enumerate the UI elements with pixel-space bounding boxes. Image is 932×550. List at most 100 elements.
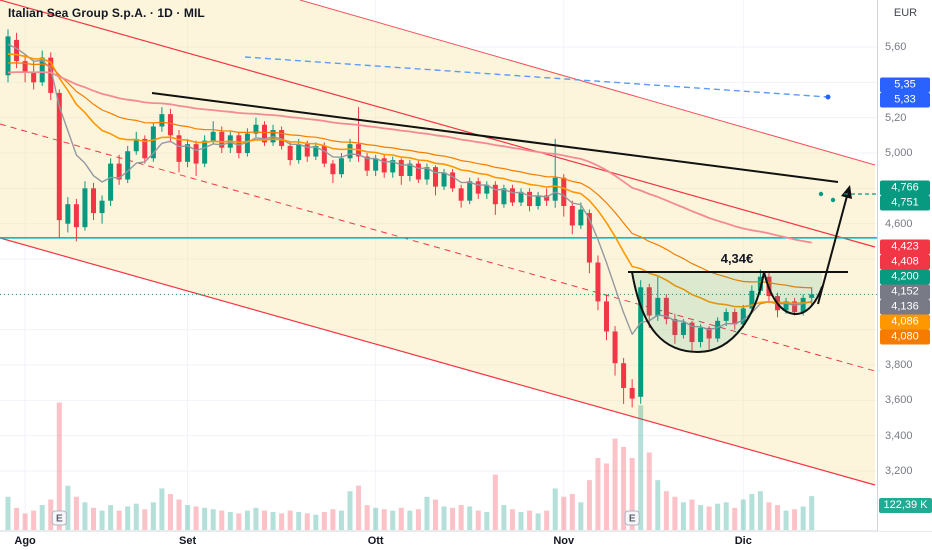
candle-body[interactable] bbox=[621, 363, 627, 388]
candle-body[interactable] bbox=[415, 163, 421, 180]
candle-body[interactable] bbox=[672, 319, 678, 335]
candle-body[interactable] bbox=[501, 188, 507, 205]
candle-body[interactable] bbox=[586, 213, 592, 263]
candle-body[interactable] bbox=[133, 138, 139, 152]
candle-body[interactable] bbox=[116, 163, 122, 180]
candle-body[interactable] bbox=[373, 158, 379, 171]
candle-body[interactable] bbox=[287, 145, 293, 161]
candle-body[interactable] bbox=[800, 297, 806, 312]
channel-lower[interactable] bbox=[0, 237, 876, 486]
candle-body[interactable] bbox=[330, 163, 336, 175]
candle-body[interactable] bbox=[552, 177, 558, 201]
candle-body[interactable] bbox=[236, 135, 242, 153]
candle-body[interactable] bbox=[31, 71, 37, 83]
candle-body[interactable] bbox=[578, 209, 584, 226]
candle-body[interactable] bbox=[176, 135, 182, 162]
candle-body[interactable] bbox=[492, 184, 498, 205]
price-axis[interactable]: EUR 5,60 5,20 5,000 4,600 3,800 3,600 3,400 3,2… bbox=[877, 0, 932, 531]
breakout-arrow-shaft[interactable] bbox=[817, 195, 848, 305]
candle-body[interactable] bbox=[706, 327, 712, 339]
candle-body[interactable] bbox=[689, 322, 695, 343]
candle-body[interactable] bbox=[740, 308, 746, 325]
candle-body[interactable] bbox=[792, 301, 798, 312]
candle-body[interactable] bbox=[475, 181, 481, 194]
candle-body[interactable] bbox=[390, 160, 396, 173]
candle-body[interactable] bbox=[244, 133, 250, 153]
candle-body[interactable] bbox=[809, 294, 815, 298]
candle-body[interactable] bbox=[279, 130, 285, 146]
black-trendline[interactable] bbox=[151, 92, 839, 183]
candle-body[interactable] bbox=[253, 124, 259, 134]
candle-body[interactable] bbox=[646, 287, 652, 316]
candle-body[interactable] bbox=[458, 188, 464, 201]
candle-body[interactable] bbox=[407, 163, 413, 176]
candle-body[interactable] bbox=[715, 320, 721, 339]
candle-body[interactable] bbox=[655, 297, 661, 316]
candle-body[interactable] bbox=[595, 262, 601, 302]
candle-body[interactable] bbox=[698, 327, 704, 343]
candle-body[interactable] bbox=[518, 191, 524, 203]
candle-body[interactable] bbox=[757, 276, 763, 291]
blue-trend-dashed[interactable] bbox=[244, 56, 829, 98]
candle-body[interactable] bbox=[185, 144, 191, 162]
candle-body[interactable] bbox=[544, 195, 550, 201]
candle-body[interactable] bbox=[732, 311, 738, 325]
candle-body[interactable] bbox=[484, 184, 490, 194]
candle-body[interactable] bbox=[193, 144, 199, 164]
candle-body[interactable] bbox=[108, 163, 114, 201]
candle-body[interactable] bbox=[612, 331, 618, 364]
candle-body[interactable] bbox=[680, 322, 686, 335]
candle-body[interactable] bbox=[142, 138, 148, 159]
candle-body[interactable] bbox=[304, 144, 310, 157]
candle-body[interactable] bbox=[82, 188, 88, 228]
candle-body[interactable] bbox=[450, 172, 456, 189]
candle-body[interactable] bbox=[338, 158, 344, 175]
candle-body[interactable] bbox=[467, 181, 473, 201]
candle-body[interactable] bbox=[167, 114, 173, 136]
candle-body[interactable] bbox=[723, 311, 729, 321]
candle-body[interactable] bbox=[321, 145, 327, 164]
candle-body[interactable] bbox=[150, 126, 156, 159]
candle-body[interactable] bbox=[159, 114, 165, 127]
candle-body[interactable] bbox=[313, 145, 319, 157]
candle-body[interactable] bbox=[604, 301, 609, 332]
candle-body[interactable] bbox=[219, 131, 225, 148]
candle-body[interactable] bbox=[561, 177, 567, 206]
channel-upper-inner[interactable] bbox=[0, 0, 876, 248]
time-axis[interactable] bbox=[0, 531, 932, 550]
candle-body[interactable] bbox=[262, 124, 267, 143]
candle-body[interactable] bbox=[5, 36, 11, 76]
candle-body[interactable] bbox=[381, 158, 387, 173]
candle-body[interactable] bbox=[14, 39, 20, 62]
candle-body[interactable] bbox=[91, 188, 96, 214]
candle-body[interactable] bbox=[433, 167, 438, 187]
candle-body[interactable] bbox=[749, 290, 755, 309]
symbol-legend[interactable]: Italian Sea Group S.p.A. · 1D · MIL bbox=[8, 6, 205, 20]
candle-body[interactable] bbox=[22, 61, 28, 72]
channel-mid-dashed[interactable] bbox=[0, 123, 876, 372]
candle-body[interactable] bbox=[48, 57, 54, 93]
candle-body[interactable] bbox=[364, 156, 370, 171]
candle-body[interactable] bbox=[424, 167, 430, 180]
cup-handle-curve[interactable] bbox=[631, 271, 823, 354]
candle-body[interactable] bbox=[296, 144, 302, 161]
channel-upper-outer[interactable] bbox=[299, 0, 876, 166]
cup-fill[interactable] bbox=[632, 272, 822, 352]
candle-body[interactable] bbox=[783, 301, 789, 311]
candle-body[interactable] bbox=[347, 144, 353, 159]
candle-body[interactable] bbox=[73, 204, 79, 228]
candle-body[interactable] bbox=[202, 140, 208, 164]
candle-body[interactable] bbox=[441, 172, 447, 187]
candle-body[interactable] bbox=[65, 204, 71, 224]
earnings-marker[interactable] bbox=[51, 510, 67, 526]
candle-body[interactable] bbox=[509, 188, 515, 203]
candle-body[interactable] bbox=[39, 57, 45, 83]
candle-body[interactable] bbox=[125, 151, 131, 180]
candle-body[interactable] bbox=[398, 160, 404, 176]
candle-body[interactable] bbox=[99, 200, 105, 214]
candle-body[interactable] bbox=[535, 195, 541, 206]
candle-body[interactable] bbox=[210, 131, 216, 141]
candle-body[interactable] bbox=[629, 387, 635, 399]
candle-body[interactable] bbox=[527, 191, 533, 206]
